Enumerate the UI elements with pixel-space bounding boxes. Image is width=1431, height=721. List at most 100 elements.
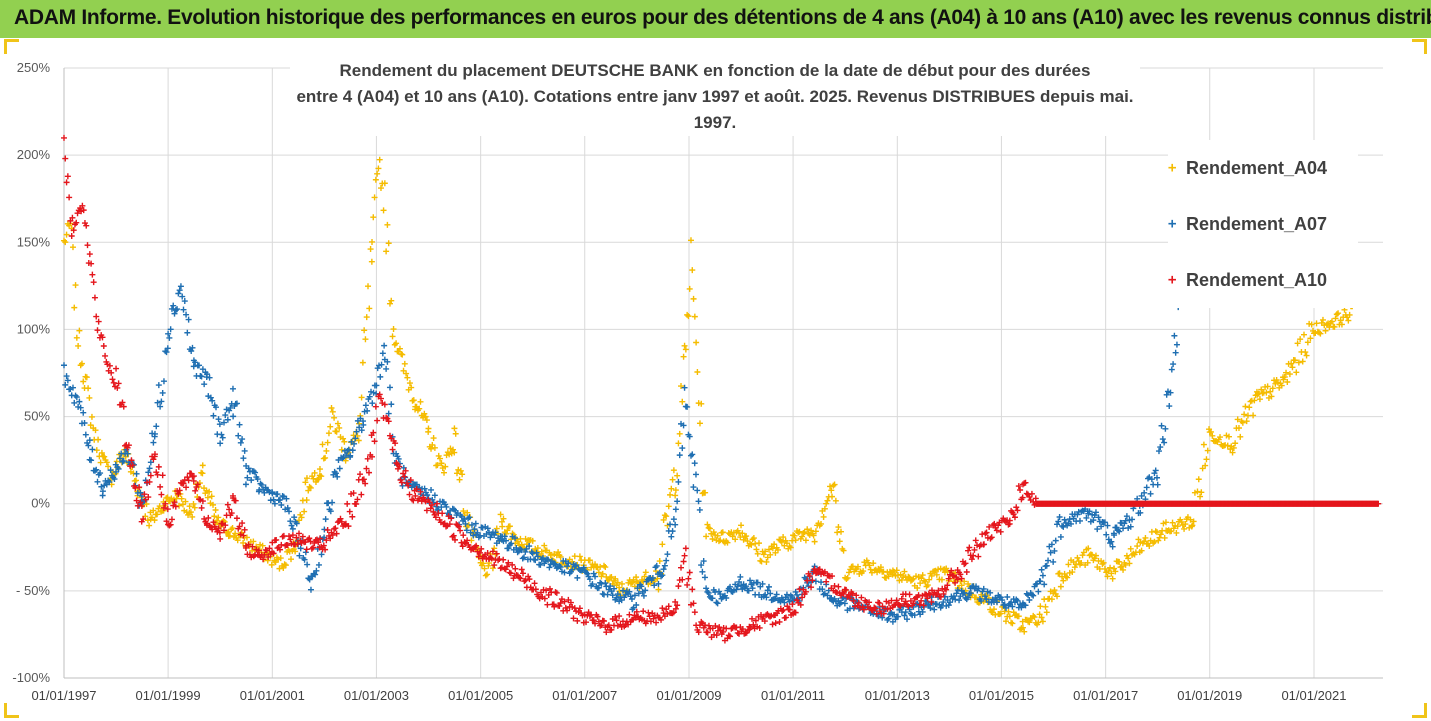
data-point-plus [681, 384, 688, 391]
data-point-plus [140, 516, 147, 523]
data-point-plus [75, 342, 82, 349]
data-point-plus [189, 513, 196, 520]
data-point-plus [439, 510, 446, 517]
data-point-plus [236, 421, 243, 428]
data-point-plus [1043, 609, 1050, 616]
data-point-plus [705, 622, 712, 629]
data-point-plus [284, 542, 291, 549]
data-point-plus [1054, 593, 1061, 600]
data-point-plus [403, 370, 410, 377]
data-point-plus [901, 612, 908, 619]
data-point-plus [332, 470, 339, 477]
data-point-plus [423, 417, 430, 424]
data-point-plus [678, 564, 685, 571]
data-point-plus [1304, 339, 1311, 346]
data-point-plus [384, 415, 391, 422]
data-point-plus [981, 541, 988, 548]
data-point-plus [322, 516, 329, 523]
data-point-plus [210, 412, 217, 419]
plus-marker-icon: + [1168, 272, 1177, 288]
data-point-plus [782, 614, 789, 621]
data-point-plus [831, 582, 838, 589]
data-point-plus [324, 439, 331, 446]
data-point-plus [366, 469, 373, 476]
data-point-plus [443, 523, 450, 530]
data-point-plus [522, 548, 529, 555]
data-point-plus [125, 442, 132, 449]
data-point-plus [509, 561, 516, 568]
data-point-plus [374, 170, 381, 177]
data-point-plus [839, 589, 846, 596]
data-point-plus [365, 283, 372, 290]
data-point-plus [1303, 352, 1310, 359]
data-point-plus [804, 526, 811, 533]
data-point-plus [1004, 594, 1011, 601]
data-point-plus [258, 481, 265, 488]
data-point-plus [315, 476, 322, 483]
data-point-plus [1022, 479, 1029, 486]
data-point-plus [473, 542, 480, 549]
data-point-plus [233, 400, 240, 407]
data-point-plus [310, 544, 317, 551]
chart-subtitle: entre 4 (A04) et 10 ans (A10). Cotations… [296, 87, 1134, 132]
data-point-plus [366, 305, 373, 312]
data-point-plus [345, 523, 352, 530]
data-point-plus [943, 586, 950, 593]
data-point-plus [106, 362, 113, 369]
data-point-plus [222, 522, 229, 529]
data-point-plus [901, 568, 908, 575]
data-point-plus [1019, 624, 1026, 631]
data-point-plus [482, 572, 489, 579]
data-point-plus [1152, 528, 1159, 535]
data-point-plus [367, 246, 374, 253]
data-point-plus [187, 509, 194, 516]
data-point-plus [705, 589, 712, 596]
data-point-plus [259, 542, 266, 549]
data-point-plus [702, 489, 709, 496]
data-point-plus [972, 537, 979, 544]
data-point-plus [749, 585, 756, 592]
data-point-plus [284, 504, 291, 511]
data-point-plus [902, 609, 909, 616]
data-point-plus [402, 467, 409, 474]
data-point-plus [336, 465, 343, 472]
data-point-plus [1174, 523, 1181, 530]
data-point-plus [80, 207, 87, 214]
data-point-plus [1108, 570, 1115, 577]
data-point-plus [1229, 449, 1236, 456]
data-point-plus [205, 514, 212, 521]
data-point-plus [1308, 321, 1315, 328]
data-point-plus [993, 527, 1000, 534]
data-point-plus [854, 563, 861, 570]
data-point-plus [521, 578, 528, 585]
data-point-plus [1256, 396, 1263, 403]
page-title: ADAM Informe. Evolution historique des p… [14, 6, 1431, 29]
data-point-plus [532, 557, 539, 564]
data-point-plus [451, 536, 458, 543]
data-point-plus [919, 572, 926, 579]
data-point-plus [360, 476, 367, 483]
data-point-plus [734, 629, 741, 636]
data-point-plus [333, 428, 340, 435]
data-point-plus [361, 327, 368, 334]
data-point-plus [831, 595, 838, 602]
data-point-plus [395, 455, 402, 462]
data-point-plus [492, 529, 499, 536]
data-point-plus [438, 504, 445, 511]
data-point-plus [199, 462, 206, 469]
data-point-plus [1104, 522, 1111, 529]
data-point-plus [77, 404, 84, 411]
data-point-plus [1015, 483, 1022, 490]
data-point-plus [293, 534, 300, 541]
data-point-plus [423, 507, 430, 514]
data-point-plus [694, 487, 701, 494]
data-point-plus [1048, 541, 1055, 548]
data-point-plus [1026, 493, 1033, 500]
data-point-plus [1153, 529, 1160, 536]
data-point-plus [377, 373, 384, 380]
data-point-plus [1232, 440, 1239, 447]
x-tick-label: 01/01/1999 [136, 688, 201, 703]
data-point-plus [727, 583, 734, 590]
data-point-plus [846, 595, 853, 602]
data-point-plus [651, 582, 658, 589]
